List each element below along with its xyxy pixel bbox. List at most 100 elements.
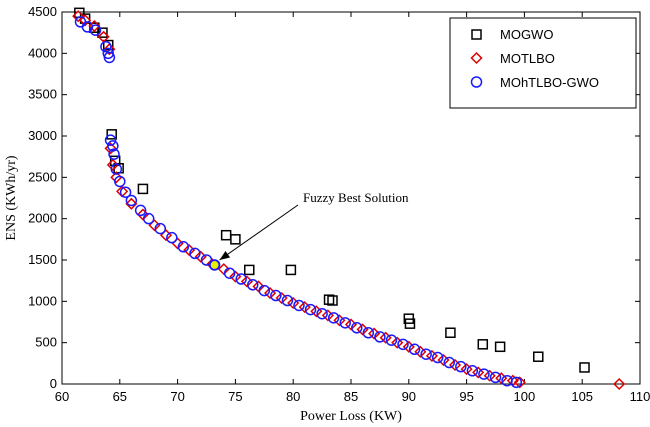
data-point-circle [466, 365, 479, 377]
data-point-diamond [425, 349, 438, 362]
data-point-square [102, 39, 114, 51]
data-point-circle [119, 186, 132, 198]
data-point-square [230, 234, 241, 245]
y-tick-label: 1000 [28, 293, 57, 308]
data-point-square [106, 129, 117, 140]
data-point-diamond [106, 158, 119, 171]
y-axis-title: ENS (KWh/yr) [4, 155, 19, 240]
data-point-diamond [472, 366, 485, 379]
annotation: Fuzzy Best Solution [219, 190, 409, 261]
y-axis-ticks: 0 500 1000 1500 2000 2500 3000 3500 4000 4500 [28, 4, 640, 391]
data-point-square [244, 264, 255, 276]
x-axis-ticks: 60 65 70 75 80 85 90 95 100 105 110 [55, 12, 650, 404]
data-point-circle [510, 376, 523, 389]
data-point-circle [431, 351, 444, 364]
x-tick-label: 85 [344, 389, 358, 404]
data-point-circle [478, 368, 490, 380]
data-point-square [327, 295, 338, 306]
data-point-square [137, 183, 149, 195]
data-point-circle [154, 222, 167, 235]
data-point-circle [455, 360, 467, 373]
data-point-circle [420, 348, 432, 360]
data-point-circle [385, 334, 398, 346]
data-point-circle [108, 148, 120, 160]
data-point-diamond [513, 376, 526, 389]
y-tick-label: 500 [35, 335, 57, 350]
data-point-diamond [217, 263, 230, 276]
y-tick-label: 1500 [28, 252, 57, 267]
data-point-square [477, 339, 489, 350]
legend-label-mogwo: MOGWO [500, 27, 553, 42]
data-point-circle [316, 307, 328, 320]
data-point-diamond [252, 280, 265, 293]
data-point-circle [351, 322, 363, 334]
data-point-diamond [391, 336, 404, 349]
legend-label-mohtlbo-gwo: MOhTLBO-GWO [500, 75, 599, 90]
fuzzy-best-solution-point [209, 259, 220, 271]
y-tick-label: 0 [50, 376, 57, 391]
x-tick-label: 65 [113, 389, 127, 404]
data-point-circle [235, 273, 247, 285]
data-point-circle [489, 371, 502, 384]
data-point-square [533, 351, 544, 362]
data-point-circle [270, 289, 282, 302]
x-axis-title: Power Loss (KW) [300, 409, 402, 424]
x-tick-label: 105 [571, 389, 593, 404]
legend-square-marker [471, 29, 482, 40]
annotation-arrow-line [219, 204, 299, 261]
data-point-circle [134, 204, 147, 217]
x-tick-label: 90 [402, 389, 416, 404]
data-point-diamond [613, 377, 626, 391]
legend-diamond-marker [470, 51, 483, 65]
data-point-circle [304, 303, 317, 316]
data-point-circle [89, 24, 102, 36]
data-point-diamond [110, 171, 123, 184]
data-point-circle [362, 326, 375, 339]
data-point-circle [104, 134, 117, 146]
data-point-circle [200, 254, 213, 266]
x-tick-label: 75 [228, 389, 242, 404]
data-point-circle [327, 312, 340, 324]
annotation-label: Fuzzy Best Solution [303, 190, 409, 205]
data-point-circle [189, 247, 201, 260]
series-0 [74, 7, 590, 373]
y-tick-label: 4000 [28, 45, 57, 60]
y-tick-label: 2500 [28, 169, 57, 184]
data-point-diamond [136, 208, 149, 221]
x-tick-label: 60 [55, 389, 69, 404]
x-tick-label: 70 [170, 389, 184, 404]
legend-label-motlbo: MOTLBO [500, 51, 555, 66]
data-point-circle [100, 40, 112, 53]
data-point-circle [374, 331, 386, 343]
data-point-circle [107, 140, 119, 152]
data-point-diamond [125, 197, 138, 210]
legend-circle-marker [470, 76, 483, 88]
y-tick-label: 3500 [28, 87, 57, 102]
series-layer [72, 7, 626, 391]
y-tick-label: 4500 [28, 4, 57, 19]
data-point-circle [408, 343, 421, 356]
data-point-square [579, 362, 590, 373]
x-tick-label: 110 [630, 389, 650, 404]
data-point-circle [110, 163, 123, 175]
annotation-arrow-head [219, 250, 231, 260]
x-tick-label: 100 [514, 389, 536, 404]
data-point-circle [258, 284, 271, 297]
data-point-circle [293, 299, 305, 312]
data-point-circle [281, 294, 294, 307]
series-2 [74, 16, 523, 389]
data-point-square [285, 264, 297, 276]
data-point-circle [166, 231, 178, 244]
legend: MOGWO MOTLBO MOhTLBO-GWO [449, 17, 637, 109]
data-point-diamond [448, 358, 462, 372]
data-point-circle [339, 317, 351, 329]
x-tick-label: 95 [459, 389, 473, 404]
data-point-circle [397, 338, 409, 351]
data-point-square [445, 327, 456, 338]
data-point-square [404, 318, 416, 329]
data-point-square [97, 27, 108, 38]
data-point-circle [103, 51, 116, 64]
y-tick-label: 2000 [28, 211, 57, 226]
data-point-circle [125, 194, 138, 207]
